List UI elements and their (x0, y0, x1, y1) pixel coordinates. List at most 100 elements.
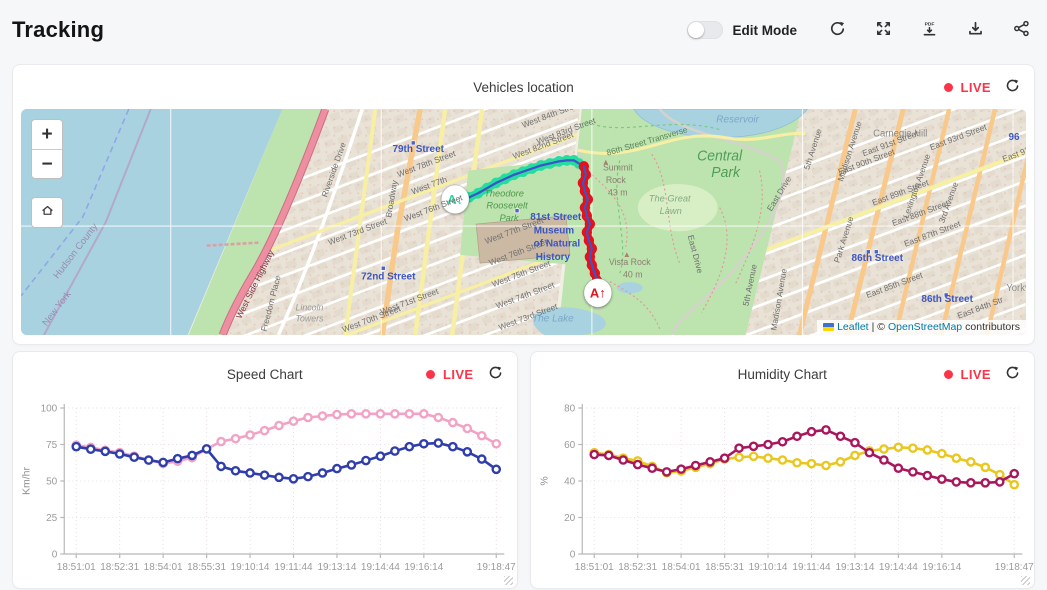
svg-text:19:10:14: 19:10:14 (748, 562, 787, 573)
live-label: LIVE (960, 366, 991, 382)
home-button[interactable] (32, 198, 62, 227)
vehicle-tracks[interactable]: A↓ A↑ (440, 155, 613, 308)
humidity-chart[interactable]: 0 20 40 60 80 18:51:01 18:52:31 18:54:01 18:55:3… (531, 396, 1035, 586)
map-panel-header: Vehicles location LIVE (13, 65, 1034, 109)
download-button[interactable] (965, 20, 985, 40)
map-canvas[interactable]: A↓ A↑ Hudson County New York West Side High… (21, 109, 1026, 335)
live-label: LIVE (443, 366, 474, 382)
svg-text:18:54:01: 18:54:01 (661, 562, 700, 573)
svg-text:0: 0 (52, 550, 58, 561)
speed-chart-refresh-button[interactable] (488, 365, 503, 383)
vehicle-marker (583, 278, 613, 308)
live-dot-icon (943, 369, 953, 379)
map-panel-title: Vehicles location (473, 79, 574, 95)
svg-text:▲: ▲ (602, 157, 610, 166)
svg-text:18:52:31: 18:52:31 (100, 562, 139, 573)
svg-text:40 m: 40 m (623, 269, 643, 279)
share-icon (1013, 20, 1030, 40)
svg-text:19:10:14: 19:10:14 (231, 562, 270, 573)
svg-text:Summit: Summit (603, 163, 633, 173)
humidity-chart-refresh-button[interactable] (1005, 365, 1020, 383)
fullscreen-button[interactable] (873, 20, 893, 40)
edit-mode-toggle[interactable] (686, 21, 723, 39)
svg-text:79th Street: 79th Street (392, 144, 444, 155)
hudson-river (21, 109, 283, 335)
zoom-control: + − (31, 119, 63, 179)
page-title: Tracking (12, 17, 105, 42)
svg-text:19:18:47: 19:18:47 (477, 562, 516, 573)
humidity-chart-title: Humidity Chart (737, 366, 827, 382)
svg-text:43 m: 43 m (608, 187, 628, 197)
svg-text:18:51:01: 18:51:01 (574, 562, 613, 573)
pdf-download-button[interactable]: PDF (919, 20, 939, 40)
map-refresh-button[interactable] (1005, 78, 1020, 96)
svg-text:19:11:44: 19:11:44 (274, 562, 313, 573)
refresh-icon (1005, 78, 1020, 96)
leaflet-link[interactable]: Leaflet (837, 321, 869, 333)
svg-text:Lincoln: Lincoln (296, 302, 324, 312)
speed-chart-header: Speed Chart LIVE (13, 352, 517, 396)
zoom-in-button[interactable]: + (32, 120, 62, 149)
osm-link[interactable]: OpenStreetMap (888, 321, 963, 333)
speed-chart-title: Speed Chart (226, 366, 303, 382)
attribution-suffix: contributors (965, 321, 1020, 333)
refresh-button[interactable] (827, 20, 847, 40)
svg-text:19:14:44: 19:14:44 (361, 562, 400, 573)
svg-text:86th Street: 86th Street (852, 253, 904, 264)
svg-text:Vista Rock: Vista Rock (609, 257, 651, 267)
svg-text:0: 0 (569, 550, 575, 561)
svg-text:18:52:31: 18:52:31 (618, 562, 657, 573)
track-vehicle-a-north[interactable]: A↑ (577, 161, 613, 308)
svg-text:80: 80 (564, 404, 576, 415)
svg-text:Carnegie Hill: Carnegie Hill (873, 129, 927, 140)
edit-mode-label: Edit Mode (732, 22, 798, 38)
svg-text:Museum: Museum (534, 225, 574, 236)
svg-text:Central: Central (697, 148, 743, 164)
pdf-download-icon: PDF (921, 20, 938, 40)
speed-chart[interactable]: 0 25 50 75 100 18:51:01 18:52:31 18:54:01 18:55:… (13, 396, 517, 586)
svg-text:Park: Park (499, 212, 519, 223)
vehicle-marker-label: A↑ (590, 285, 606, 300)
svg-text:19:13:14: 19:13:14 (835, 562, 874, 573)
refresh-icon (1005, 365, 1020, 383)
park-features (533, 109, 808, 335)
svg-text:The Lake: The Lake (532, 314, 574, 325)
map-live-indicator: LIVE (943, 78, 1021, 96)
svg-text:Park: Park (711, 165, 741, 181)
refresh-icon (488, 365, 503, 383)
live-dot-icon (943, 82, 953, 92)
fullscreen-expand-icon (875, 20, 892, 40)
vehicle-marker-label: A↓ (447, 192, 463, 207)
svg-text:25: 25 (46, 513, 58, 524)
track-vehicle-a-west[interactable]: A↓ (440, 155, 585, 215)
boundary-lines (21, 109, 261, 335)
svg-text:19:11:44: 19:11:44 (792, 562, 831, 573)
svg-text:18:55:31: 18:55:31 (187, 562, 226, 573)
svg-text:Rock: Rock (606, 175, 627, 185)
svg-text:86th Street: 86th Street (921, 294, 973, 305)
museum-building (475, 215, 571, 264)
vehicles-location-panel: Vehicles location LIVE (12, 64, 1035, 345)
west-side-highway (218, 109, 330, 335)
svg-text:of Natural: of Natural (534, 239, 581, 250)
subway-stations (380, 140, 949, 298)
svg-text:19:13:14: 19:13:14 (317, 562, 356, 573)
live-label: LIVE (960, 79, 991, 95)
charts-row: Speed Chart LIVE 0 25 50 75 100 18:51:01 18:52… (12, 351, 1035, 589)
share-button[interactable] (1011, 20, 1031, 40)
svg-text:%: % (538, 476, 550, 485)
svg-text:75: 75 (46, 440, 58, 451)
zoom-out-button[interactable]: − (32, 149, 62, 178)
humidity-chart-panel: Humidity Chart LIVE 0 20 40 60 80 18:51:01 18:… (529, 351, 1035, 589)
ues-avenues (740, 109, 1026, 335)
download-icon (967, 20, 984, 40)
home-control (31, 197, 63, 228)
svg-text:18:54:01: 18:54:01 (144, 562, 183, 573)
toggle-knob (687, 22, 704, 38)
svg-text:100: 100 (41, 404, 58, 415)
svg-text:18:51:01: 18:51:01 (57, 562, 96, 573)
svg-text:▲: ▲ (623, 250, 631, 259)
svg-text:Km/hr: Km/hr (20, 467, 32, 496)
svg-text:18:55:31: 18:55:31 (705, 562, 744, 573)
